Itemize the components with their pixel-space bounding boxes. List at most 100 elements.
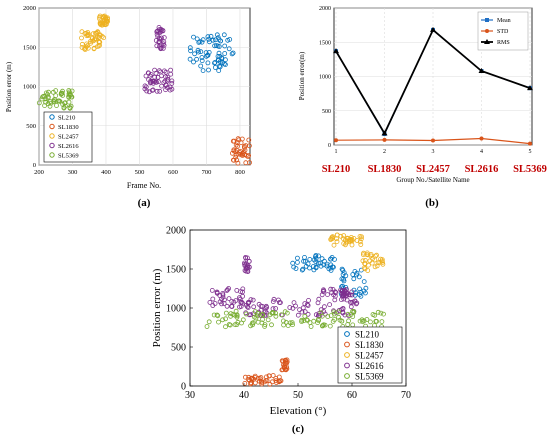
chart-c-point <box>374 263 380 269</box>
chart-c-point <box>210 296 216 302</box>
chart-c-xlabel: Elevation (°) <box>270 405 327 417</box>
chart-c-point <box>204 324 210 329</box>
chart-c-point <box>315 317 321 322</box>
chart-b-satellite-name: SL5369 <box>513 164 547 175</box>
chart-a-point <box>142 83 148 89</box>
chart-c-xticks: 30 40 50 60 70 <box>185 383 411 401</box>
chart-c-point <box>242 268 248 273</box>
chart-b-satellite-name: SL2616 <box>465 164 499 175</box>
chart-a-legend-marker <box>49 114 55 120</box>
chart-a-xtick-label: 300 <box>68 169 78 176</box>
chart-c-point <box>321 288 327 294</box>
chart-a-point <box>212 43 218 49</box>
chart-a-point <box>199 58 205 64</box>
chart-c-point <box>342 288 348 293</box>
chart-c-point <box>257 378 263 384</box>
chart-c-point <box>302 309 308 315</box>
chart-a-point <box>222 57 228 63</box>
chart-c-point <box>315 260 321 266</box>
chart-c-point <box>250 297 256 303</box>
chart-b-marker-rms <box>478 68 485 74</box>
chart-c-point <box>248 297 254 303</box>
chart-c-point <box>302 258 308 264</box>
chart-c-point <box>252 380 258 386</box>
chart-c-point <box>310 264 316 269</box>
chart-c-point <box>284 364 290 370</box>
chart-c-point <box>324 261 330 267</box>
chart-a-xtick-label: 500 <box>135 169 145 176</box>
chart-c-xtick-label: 40 <box>239 390 249 401</box>
chart-b-xtick-label: 3 <box>432 149 435 155</box>
chart-a-xtick-label: 600 <box>168 169 178 176</box>
chart-b-marker-rms <box>381 130 388 136</box>
chart-a-xlabel: Frame No. <box>127 181 161 190</box>
chart-c-point <box>318 263 324 269</box>
chart-a-point <box>161 68 167 74</box>
chart-c-point <box>269 379 275 385</box>
chart-c-point <box>234 314 240 320</box>
chart-c-point <box>367 319 373 325</box>
chart-a-point <box>88 39 93 44</box>
chart-a-legend-box <box>43 111 93 163</box>
chart-b-ytick-label: 0 <box>328 143 331 149</box>
chart-c-point <box>369 260 375 266</box>
chart-a-point <box>214 32 220 38</box>
chart-c-legend-marker <box>344 341 350 348</box>
chart-a-legend-marker <box>49 142 55 149</box>
chart-a-point <box>48 99 53 104</box>
chart-a-point <box>163 82 169 88</box>
chart-c-point <box>370 312 376 317</box>
chart-c-point <box>352 292 358 298</box>
panel-label-c: (c) <box>292 423 305 435</box>
chart-c-point <box>301 258 307 264</box>
chart-b-ytick-label: 1000 <box>319 75 331 81</box>
chart-c-point <box>313 265 319 271</box>
chart-a-legend-marker <box>49 133 55 139</box>
chart-a-xticks: 200 300 400 500 600 700 800 <box>34 169 245 176</box>
chart-c-legend-label: SL2457 <box>355 351 384 361</box>
chart-c-point <box>381 311 386 317</box>
chart-a-point <box>200 68 206 73</box>
chart-a-point <box>36 100 42 106</box>
chart-c-legend-marker <box>344 362 350 369</box>
chart-c-point <box>223 324 228 330</box>
chart-a-point <box>84 33 90 39</box>
chart-b-xtick-label: 2 <box>383 149 386 155</box>
chart-c-point <box>300 266 306 272</box>
chart-c-point <box>224 288 230 294</box>
chart-c-point <box>270 299 276 305</box>
chart-c-point <box>216 319 221 325</box>
chart-a-point <box>84 44 89 50</box>
chart-a-point <box>61 104 67 110</box>
chart-a: 200 300 400 500 600 700 800 0 500 1000 1500 2000 F… <box>5 5 253 209</box>
chart-a-point <box>221 32 227 38</box>
chart-c-point <box>276 379 282 385</box>
chart-c-point <box>362 257 368 263</box>
chart-a-point <box>233 154 239 160</box>
chart-c-point <box>351 276 357 282</box>
chart-c-point <box>341 233 347 239</box>
chart-c-point <box>350 272 356 277</box>
chart-c-legend-label: SL2616 <box>355 361 384 371</box>
chart-c-legend-label: SL1830 <box>355 340 384 350</box>
chart-c-point <box>262 323 268 329</box>
chart-c-point <box>303 263 309 269</box>
chart-c-point <box>242 380 248 386</box>
chart-c-point <box>328 286 334 292</box>
chart-c-point <box>319 313 325 319</box>
chart-a-point <box>216 68 222 73</box>
chart-a-point <box>229 150 235 156</box>
panel-label-a: (a) <box>138 197 151 209</box>
chart-a-point <box>192 51 198 57</box>
chart-c-point <box>242 374 248 380</box>
chart-c-point <box>293 303 298 309</box>
chart-a-legend-label: SL1830 <box>58 124 79 131</box>
chart-c-point <box>234 322 240 327</box>
chart-c-point <box>240 293 246 299</box>
chart-c-point <box>324 263 330 269</box>
chart-c-point <box>345 322 351 327</box>
chart-a-point <box>154 31 160 37</box>
chart-a-point <box>205 52 210 58</box>
chart-a-point <box>191 34 196 40</box>
